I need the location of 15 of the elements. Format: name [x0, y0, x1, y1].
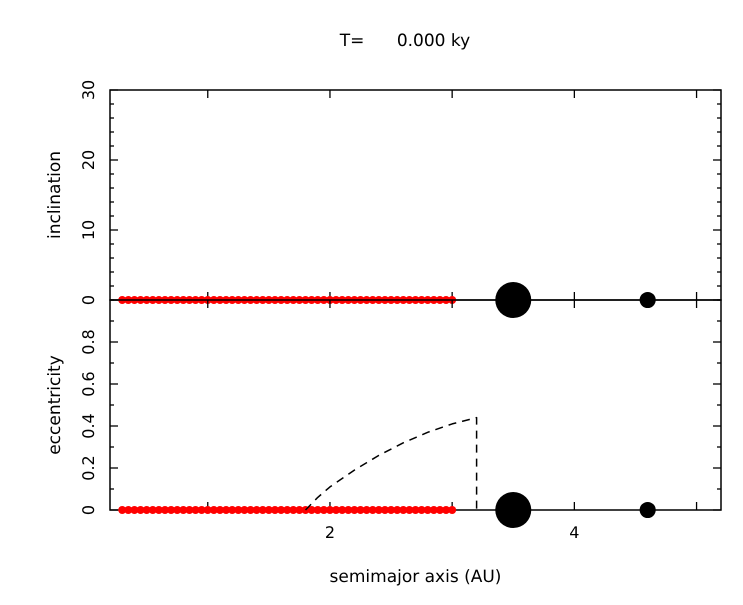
x-tick-label: 2	[324, 523, 336, 542]
y-tick-label: 20	[79, 150, 98, 170]
y-axis-title: inclination	[45, 150, 65, 240]
y-tick-label: 0	[79, 294, 98, 306]
chart-title: T= 0.000 ky	[338, 31, 470, 51]
y-tick-label: 0.4	[79, 413, 98, 439]
y-tick-label: 0	[79, 504, 98, 516]
y-axis-title: eccentricity	[45, 355, 65, 455]
y-tick-label: 0.6	[79, 371, 98, 397]
x-axis-title: semimajor axis (AU)	[330, 567, 502, 587]
y-tick-label: 0.2	[79, 455, 98, 481]
y-tick-label: 10	[79, 220, 98, 240]
y-tick-label: 0.8	[79, 329, 98, 355]
y-tick-label: 30	[79, 80, 98, 100]
x-tick-label: 4	[569, 523, 580, 542]
